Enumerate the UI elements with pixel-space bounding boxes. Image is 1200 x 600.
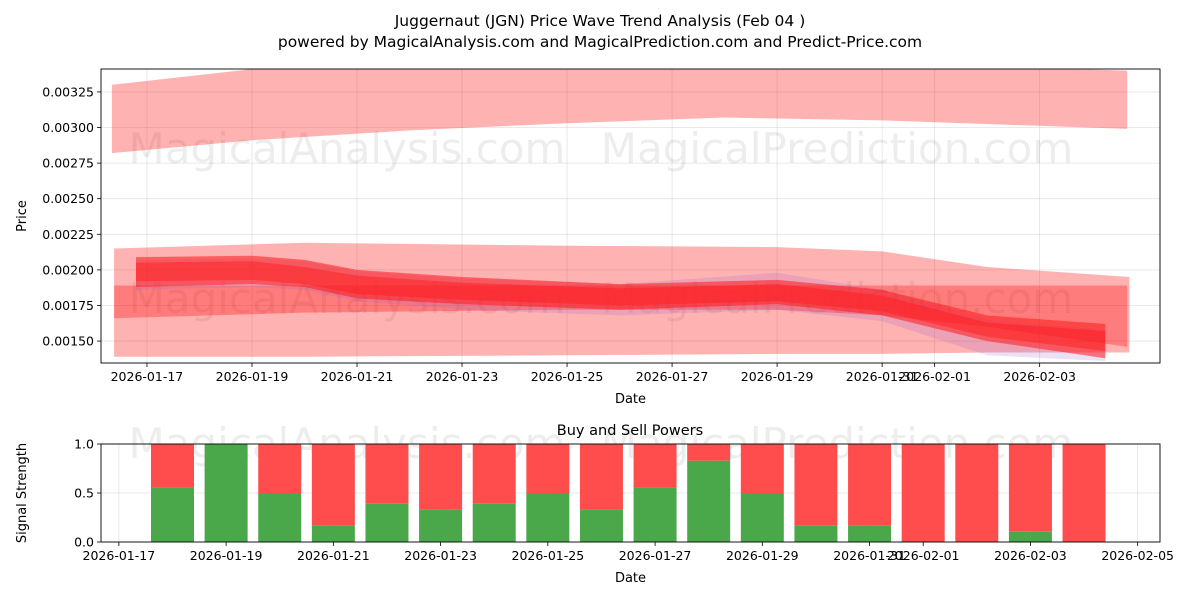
trend-core [136,261,1106,351]
x-tick-label: 2026-02-01 [898,369,971,384]
y-tick-label: 0.5 [74,486,94,501]
x-tick-label: 2026-01-19 [216,369,289,384]
buy-bar [1008,531,1052,542]
y-tick-label: 0.00275 [42,156,94,171]
y-tick-label: 0.00250 [42,191,94,206]
sell-bar [794,444,838,526]
buy-bar [794,525,838,542]
plot-frame [100,443,1161,543]
y-tick-label: 0.00150 [42,334,94,349]
x-tick-label: 2026-01-27 [619,548,692,563]
x-tick-label: 2026-01-21 [321,369,394,384]
buy-bar [633,487,677,542]
x-tick-label: 2026-01-21 [297,548,370,563]
x-tick-label: 2026-02-03 [994,548,1067,563]
x-axis-label: Date [615,392,646,407]
y-tick-label: 0.00200 [42,262,94,277]
buy-bar [687,460,731,542]
sell-bar [150,444,194,488]
x-tick-label: 2026-01-25 [512,548,585,563]
chart-subtitle: powered by MagicalAnalysis.com and Magic… [278,33,922,51]
sell-bar [365,444,409,504]
y-tick-label: 0.0 [74,535,94,550]
sell-bar [740,444,784,493]
sell-bar [955,444,999,542]
buy-bar [150,487,194,542]
x-tick-label: 2026-01-19 [190,548,263,563]
x-tick-label: 2026-02-05 [1101,548,1174,563]
sell-bar [472,444,516,504]
x-tick-label: 2026-02-03 [1003,369,1076,384]
x-tick-label: 2026-01-27 [636,369,709,384]
x-axis-label: Date [615,571,646,586]
watermark-left: MagicalAnalysis.com [129,124,566,173]
plot-frame [100,68,1161,364]
sell-bar [633,444,677,488]
signal-chart-title: Buy and Sell Powers [557,423,703,439]
sell-bar [526,444,570,493]
x-tick-label: 2026-02-01 [887,548,960,563]
buy-bar [472,503,516,542]
upper-band [111,69,1128,154]
watermark-right: MagicalPrediction.com [601,124,1074,173]
sell-bar [1062,444,1106,542]
x-tick-label: 2026-01-23 [426,369,499,384]
y-tick-label: 0.00175 [42,298,94,313]
y-tick-label: 0.00300 [42,120,94,135]
sell-bar [419,444,463,510]
y-axis-label: Signal Strength [15,443,30,543]
x-tick-label: 2026-01-17 [111,369,184,384]
chart-title: Juggernaut (JGN) Price Wave Trend Analys… [394,12,806,30]
sell-bar [258,444,302,493]
sell-bar [848,444,892,526]
buy-bar [258,493,302,542]
x-tick-label: 2026-01-29 [741,369,814,384]
y-axis-label: Price [15,200,30,232]
buy-bar [204,444,248,542]
buy-bar [848,525,892,542]
x-tick-label: 2026-01-17 [83,548,156,563]
buy-bar [740,493,784,542]
x-tick-label: 2026-01-23 [404,548,477,563]
buy-bar [419,509,463,542]
y-tick-label: 1.0 [74,437,94,452]
trend-band [136,255,1106,359]
x-tick-label: 2026-01-25 [531,369,604,384]
x-tick-label: 2026-01-31 [846,369,919,384]
sell-bar [687,444,731,461]
y-tick-label: 0.00225 [42,227,94,242]
buy-bar [579,509,623,542]
buy-bar [365,503,409,542]
sell-bar [1008,444,1052,532]
sell-bar [579,444,623,510]
sell-bar [311,444,355,526]
price-chart: 2026-01-17 2026-01-19 2026-01-21 2026-01-23… [15,68,1161,407]
x-tick-label: 2026-01-29 [726,548,799,563]
buy-bar [526,493,570,542]
x-tick-label: 2026-01-31 [833,548,906,563]
y-tick-label: 0.00325 [42,84,94,99]
bands [111,69,1130,361]
sell-bar [901,444,945,542]
signal-chart: Buy and Sell Powers 2026-01-17 2026-01-19 2… [15,419,1174,586]
buy-bar [311,525,355,542]
